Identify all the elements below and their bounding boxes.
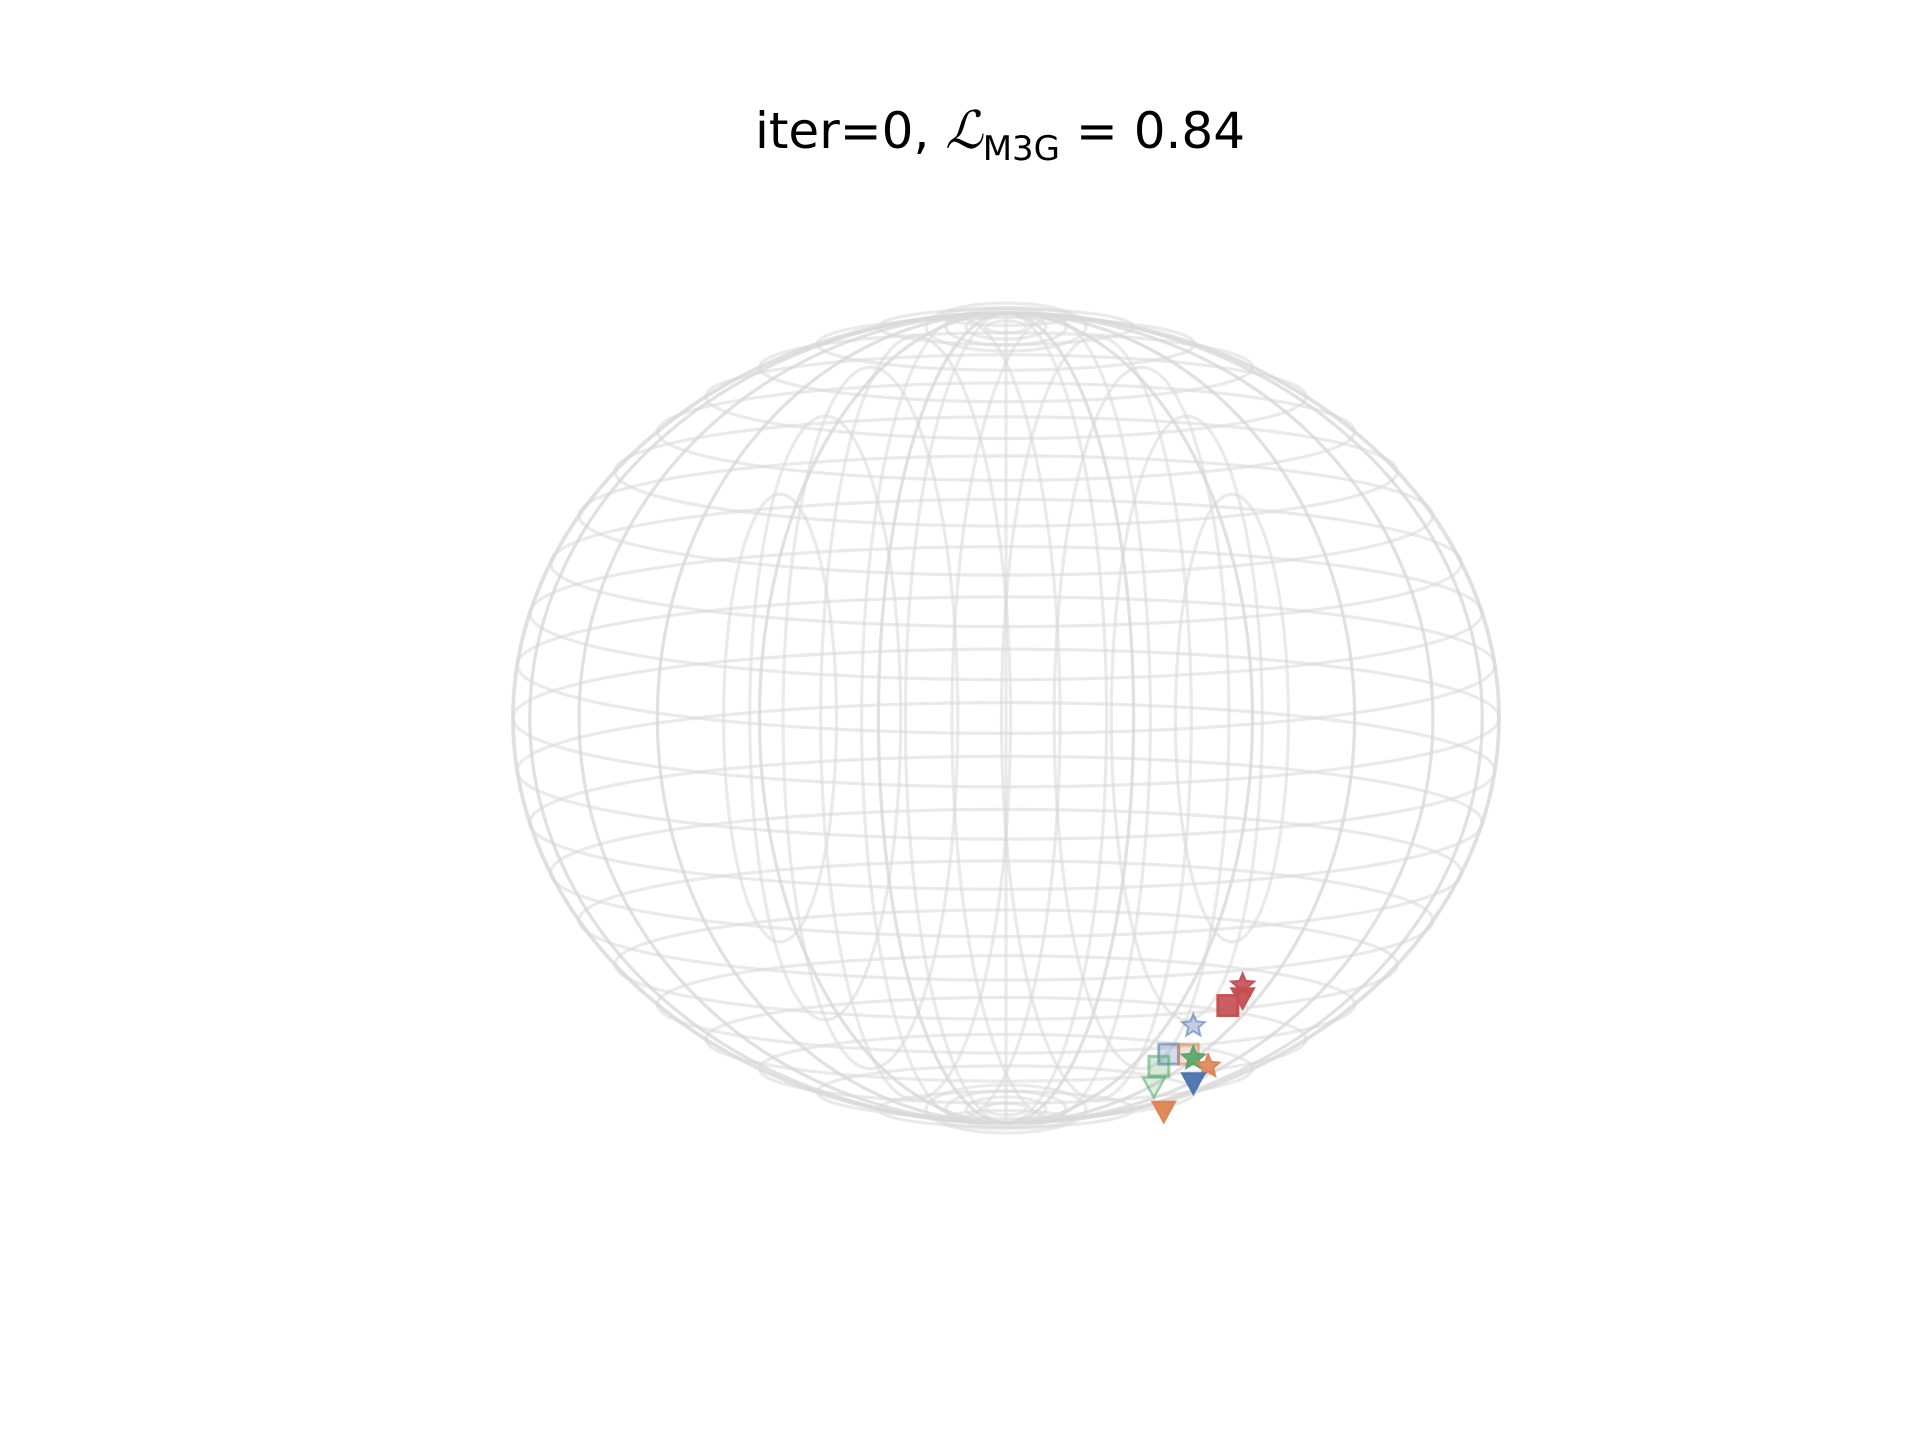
data-point-star	[1179, 1011, 1208, 1038]
north-pole-ring	[944, 307, 1068, 347]
chart-title: iter=0, ℒM3G = 0.84	[755, 101, 1245, 169]
rotated-grid-line	[1052, 365, 1231, 1071]
rotated-grid-line	[1173, 492, 1291, 944]
data-point-triangle-down	[1150, 1100, 1177, 1125]
scatter-markers	[1140, 970, 1257, 1125]
south-pole-ring	[944, 1089, 1068, 1129]
south-pole-ring	[984, 1101, 1028, 1117]
data-point-square	[1147, 1054, 1171, 1078]
data-point-triangle-down	[1229, 987, 1256, 1012]
rotated-grid-line	[950, 317, 1153, 1119]
north-pole-ring	[984, 319, 1028, 335]
title-suffix: = 0.84	[1060, 102, 1245, 160]
rotated-grid-line	[781, 365, 960, 1071]
data-point-square	[1216, 994, 1240, 1018]
rotated-grid-line	[999, 334, 1193, 1102]
title-prefix: iter=0,	[755, 102, 945, 160]
north-pole-ring	[964, 313, 1048, 341]
rotated-grid-line	[903, 311, 1109, 1125]
sphere-wireframe	[511, 301, 1501, 1135]
rotated-grid-line	[721, 492, 839, 944]
data-point-triangle-down	[1140, 1076, 1168, 1101]
data-point-star	[1194, 1051, 1222, 1079]
rotated-grid-line	[819, 334, 1013, 1102]
rotated-grid-line	[1109, 414, 1264, 1022]
title-subscript: M3G	[983, 129, 1060, 169]
title-symbol: ℒ	[945, 101, 984, 161]
rotated-grid-line	[859, 317, 1062, 1119]
south-pole-ring	[964, 1095, 1048, 1123]
data-point-triangle-down	[1180, 1072, 1207, 1097]
north-pole-ring	[924, 301, 1088, 353]
south-pole-ring	[924, 1083, 1088, 1135]
